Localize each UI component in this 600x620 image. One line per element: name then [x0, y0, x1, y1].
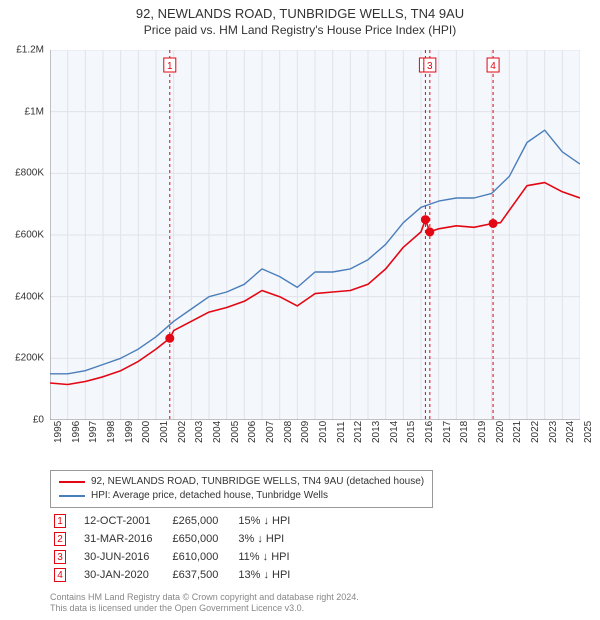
chart-container: 92, NEWLANDS ROAD, TUNBRIDGE WELLS, TN4 … — [0, 0, 600, 620]
svg-text:4: 4 — [490, 61, 496, 72]
x-tick-label: 2008 — [283, 421, 294, 443]
event-date: 30-JAN-2020 — [80, 566, 168, 584]
arrow-down-icon — [263, 569, 269, 581]
x-tick-label: 2002 — [177, 421, 188, 443]
x-tick-label: 2016 — [424, 421, 435, 443]
x-tick-label: 2022 — [530, 421, 541, 443]
y-tick-label: £1.2M — [16, 45, 44, 56]
y-tick-label: £800K — [15, 168, 44, 179]
x-tick-label: 2010 — [318, 421, 329, 443]
x-tick-label: 2013 — [371, 421, 382, 443]
svg-text:1: 1 — [167, 61, 173, 72]
x-tick-label: 1999 — [124, 421, 135, 443]
event-date: 12-OCT-2001 — [80, 512, 168, 530]
x-tick-label: 2020 — [495, 421, 506, 443]
x-tick-label: 2009 — [300, 421, 311, 443]
legend-swatch — [59, 495, 85, 497]
x-axis-labels: 1995 1996 1997 1998 1999 2000 2001 2002 2003 2004… — [50, 423, 580, 463]
footer-line-2: This data is licensed under the Open Gov… — [50, 603, 359, 614]
y-tick-label: £1M — [25, 106, 44, 117]
event-marker: 2 — [54, 532, 66, 546]
y-tick-label: £0 — [33, 415, 44, 426]
x-tick-label: 2024 — [565, 421, 576, 443]
chart-subtitle: Price paid vs. HM Land Registry's House … — [0, 23, 600, 37]
legend-swatch — [59, 481, 85, 483]
arrow-down-icon — [263, 515, 269, 527]
svg-text:3: 3 — [427, 61, 433, 72]
x-tick-label: 2021 — [512, 421, 523, 443]
chart-plot-area: 1234 — [50, 50, 580, 420]
x-tick-label: 2019 — [477, 421, 488, 443]
legend: 92, NEWLANDS ROAD, TUNBRIDGE WELLS, TN4 … — [50, 470, 433, 508]
event-row: 3 30-JUN-2016£610,00011% HPI — [50, 548, 306, 566]
event-date: 31-MAR-2016 — [80, 530, 168, 548]
legend-label: 92, NEWLANDS ROAD, TUNBRIDGE WELLS, TN4 … — [91, 475, 424, 489]
x-tick-label: 1995 — [53, 421, 64, 443]
event-price: £265,000 — [168, 512, 234, 530]
event-pct: 13% HPI — [234, 566, 306, 584]
x-tick-label: 2025 — [583, 421, 594, 443]
event-row: 4 30-JAN-2020£637,50013% HPI — [50, 566, 306, 584]
event-marker: 1 — [54, 514, 66, 528]
chart-title: 92, NEWLANDS ROAD, TUNBRIDGE WELLS, TN4 … — [0, 6, 600, 21]
footer-line-1: Contains HM Land Registry data © Crown c… — [50, 592, 359, 603]
event-date: 30-JUN-2016 — [80, 548, 168, 566]
chart-svg: 1234 — [50, 50, 580, 420]
event-pct: 11% HPI — [234, 548, 306, 566]
x-tick-label: 2005 — [230, 421, 241, 443]
arrow-down-icon — [263, 551, 269, 563]
event-price: £610,000 — [168, 548, 234, 566]
x-tick-label: 2011 — [336, 421, 347, 443]
event-marker: 4 — [54, 568, 66, 582]
event-pct: 3% HPI — [234, 530, 306, 548]
arrow-down-icon — [257, 533, 263, 545]
y-axis-labels: £0£200K£400K£600K£800K£1M£1.2M — [0, 50, 48, 420]
event-price: £637,500 — [168, 566, 234, 584]
x-tick-label: 2023 — [548, 421, 559, 443]
x-tick-label: 2000 — [141, 421, 152, 443]
x-tick-label: 1998 — [106, 421, 117, 443]
event-marker: 3 — [54, 550, 66, 564]
legend-item: 92, NEWLANDS ROAD, TUNBRIDGE WELLS, TN4 … — [59, 475, 424, 489]
x-tick-label: 2007 — [265, 421, 276, 443]
footer-note: Contains HM Land Registry data © Crown c… — [50, 592, 359, 614]
event-pct: 15% HPI — [234, 512, 306, 530]
x-tick-label: 2001 — [159, 421, 170, 443]
x-tick-label: 1996 — [71, 421, 82, 443]
x-tick-label: 2017 — [442, 421, 453, 443]
event-price: £650,000 — [168, 530, 234, 548]
y-tick-label: £200K — [15, 353, 44, 364]
x-tick-label: 2003 — [194, 421, 205, 443]
legend-item: HPI: Average price, detached house, Tunb… — [59, 489, 424, 503]
x-tick-label: 2014 — [389, 421, 400, 443]
title-block: 92, NEWLANDS ROAD, TUNBRIDGE WELLS, TN4 … — [0, 0, 600, 37]
x-tick-label: 2006 — [247, 421, 258, 443]
y-tick-label: £400K — [15, 291, 44, 302]
events-table: 1 12-OCT-2001£265,00015% HPI 2 31-MAR-2016£… — [50, 512, 306, 584]
x-tick-label: 2018 — [459, 421, 470, 443]
x-tick-label: 2004 — [212, 421, 223, 443]
event-row: 2 31-MAR-2016£650,0003% HPI — [50, 530, 306, 548]
y-tick-label: £600K — [15, 230, 44, 241]
x-tick-label: 1997 — [88, 421, 99, 443]
event-row: 1 12-OCT-2001£265,00015% HPI — [50, 512, 306, 530]
legend-label: HPI: Average price, detached house, Tunb… — [91, 489, 328, 503]
x-tick-label: 2012 — [353, 421, 364, 443]
x-tick-label: 2015 — [406, 421, 417, 443]
